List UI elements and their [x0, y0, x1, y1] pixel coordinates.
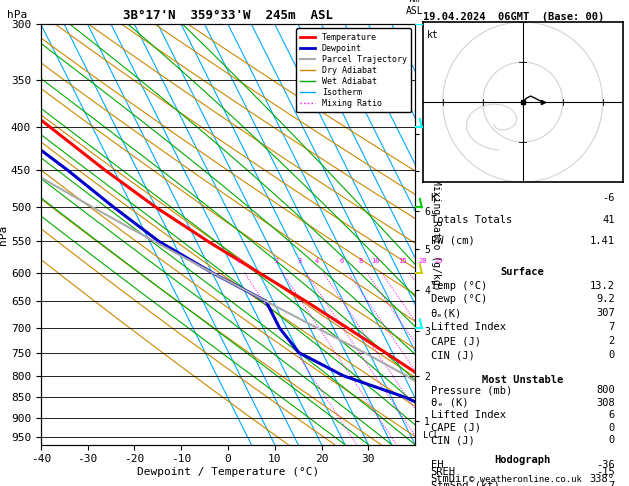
Text: Most Unstable: Most Unstable: [482, 375, 564, 385]
Text: 6: 6: [340, 258, 344, 263]
Text: 7: 7: [608, 481, 615, 486]
Text: 307: 307: [596, 309, 615, 318]
Text: 338°: 338°: [590, 474, 615, 484]
Text: kt: kt: [426, 30, 438, 40]
Text: 13.2: 13.2: [590, 280, 615, 291]
Text: 4: 4: [315, 258, 319, 263]
Text: © weatheronline.co.uk: © weatheronline.co.uk: [469, 474, 582, 484]
Text: km
ASL: km ASL: [406, 0, 424, 16]
Text: 8: 8: [359, 258, 363, 263]
Text: 1.41: 1.41: [590, 236, 615, 246]
Text: 41: 41: [602, 215, 615, 225]
Text: 800: 800: [596, 385, 615, 396]
Text: CAPE (J): CAPE (J): [431, 423, 481, 433]
Text: hPa: hPa: [7, 10, 28, 20]
Text: 0: 0: [608, 350, 615, 360]
Text: Surface: Surface: [501, 267, 545, 277]
Text: 0: 0: [608, 435, 615, 445]
Text: 1: 1: [237, 258, 241, 263]
Text: 2: 2: [274, 258, 279, 263]
Text: 3: 3: [298, 258, 302, 263]
Text: 7: 7: [608, 322, 615, 332]
Text: Lifted Index: Lifted Index: [431, 322, 506, 332]
Text: Pressure (mb): Pressure (mb): [431, 385, 512, 396]
Legend: Temperature, Dewpoint, Parcel Trajectory, Dry Adiabat, Wet Adiabat, Isotherm, Mi: Temperature, Dewpoint, Parcel Trajectory…: [296, 29, 411, 112]
Text: θₑ(K): θₑ(K): [431, 309, 462, 318]
Text: Totals Totals: Totals Totals: [431, 215, 512, 225]
Text: -36: -36: [596, 460, 615, 470]
Text: Dewp (°C): Dewp (°C): [431, 295, 487, 305]
Text: 0: 0: [608, 423, 615, 433]
Text: EH: EH: [431, 460, 443, 470]
Text: -6: -6: [602, 193, 615, 204]
Text: 20: 20: [419, 258, 427, 263]
Text: 9.2: 9.2: [596, 295, 615, 305]
Text: LCL: LCL: [423, 431, 439, 440]
Text: CIN (J): CIN (J): [431, 350, 474, 360]
X-axis label: Dewpoint / Temperature (°C): Dewpoint / Temperature (°C): [137, 467, 319, 477]
Text: K: K: [431, 193, 437, 204]
Text: Hodograph: Hodograph: [494, 455, 551, 465]
Text: θₑ (K): θₑ (K): [431, 398, 468, 408]
Text: PW (cm): PW (cm): [431, 236, 474, 246]
Text: 15: 15: [399, 258, 407, 263]
Text: 308: 308: [596, 398, 615, 408]
Text: 10: 10: [371, 258, 379, 263]
Text: Lifted Index: Lifted Index: [431, 410, 506, 420]
Text: Temp (°C): Temp (°C): [431, 280, 487, 291]
Text: SREH: SREH: [431, 467, 455, 477]
Text: 19.04.2024  06GMT  (Base: 00): 19.04.2024 06GMT (Base: 00): [423, 12, 604, 22]
Text: CAPE (J): CAPE (J): [431, 336, 481, 347]
Text: StmSpd (kt): StmSpd (kt): [431, 481, 499, 486]
Text: CIN (J): CIN (J): [431, 435, 474, 445]
Text: StmDir: StmDir: [431, 474, 468, 484]
Y-axis label: Mixing Ratio (g/kg): Mixing Ratio (g/kg): [431, 179, 441, 290]
Title: 3B°17'N  359°33'W  245m  ASL: 3B°17'N 359°33'W 245m ASL: [123, 9, 333, 22]
Text: 2: 2: [608, 336, 615, 347]
Text: -15: -15: [596, 467, 615, 477]
Text: 6: 6: [608, 410, 615, 420]
Y-axis label: hPa: hPa: [0, 225, 8, 244]
Text: 25: 25: [435, 258, 443, 263]
